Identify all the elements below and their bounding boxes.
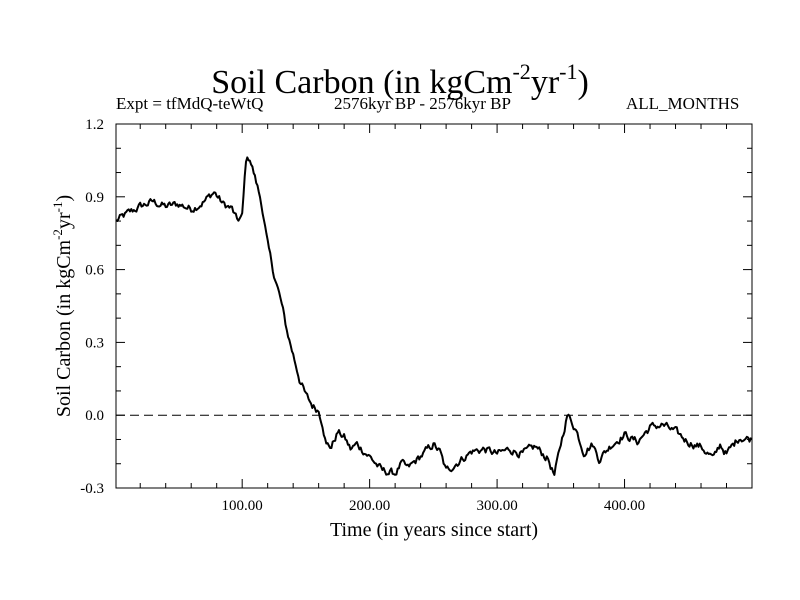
x-axis-ticks: 100.00 200.00 300.00 400.00 xyxy=(139,124,728,514)
y-tick-label: 1.2 xyxy=(85,117,104,133)
title-exponent-1: -2 xyxy=(512,59,531,84)
plot-frame xyxy=(115,123,753,489)
months-label: ALL_MONTHS xyxy=(626,94,740,113)
y-label-unit: yr xyxy=(53,212,75,230)
y-tick-label: 0.9 xyxy=(85,190,104,206)
y-axis-ticks: -0.3 0.0 0.3 0.6 0.9 1.2 xyxy=(80,117,752,497)
y-label-close: ) xyxy=(53,194,75,202)
x-tick-label: 400.00 xyxy=(604,498,645,514)
x-axis-label: Time (in years since start) xyxy=(329,519,539,541)
period-label: 2576kyr BP - 2576kyr BP xyxy=(334,94,511,113)
y-tick-label: -0.3 xyxy=(80,481,104,497)
y-tick-label: 0.3 xyxy=(85,335,104,351)
y-tick-label: 0.0 xyxy=(85,408,104,424)
x-tick-label: 100.00 xyxy=(222,498,263,514)
y-tick-label: 0.6 xyxy=(85,263,104,279)
y-label-text: Soil Carbon (in kgCm xyxy=(53,239,75,418)
x-tick-label: 200.00 xyxy=(349,498,390,514)
title-text: Soil Carbon (in kgCm xyxy=(211,64,513,101)
chart-title: Soil Carbon (in kgCm-2yr-1) xyxy=(0,52,800,103)
title-exponent-2: -1 xyxy=(559,59,578,84)
soil-carbon-line xyxy=(115,156,753,476)
x-tick-label: 300.00 xyxy=(476,498,517,514)
title-close: ) xyxy=(577,64,589,101)
title-unit: yr xyxy=(530,64,560,101)
y-label-exponent-1: -2 xyxy=(50,229,65,240)
y-label-exponent-2: -1 xyxy=(50,201,65,213)
experiment-label: Expt = tfMdQ-teWtQ xyxy=(116,94,264,113)
